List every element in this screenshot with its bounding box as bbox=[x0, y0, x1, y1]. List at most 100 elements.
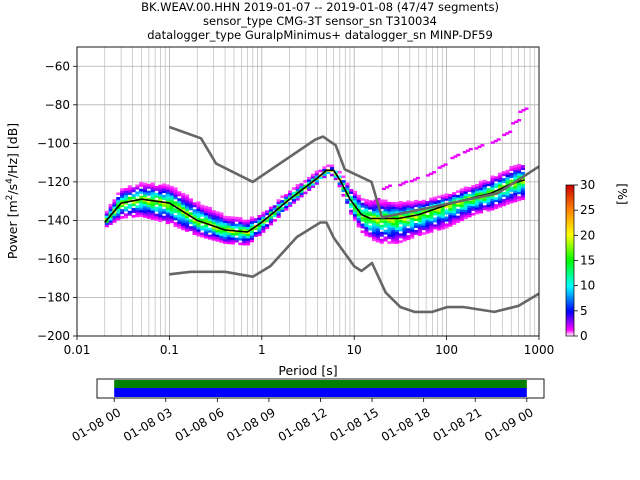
density-cell bbox=[207, 230, 212, 233]
density-cell bbox=[246, 226, 251, 230]
density-cell bbox=[352, 199, 358, 203]
density-cell bbox=[490, 205, 495, 209]
density-cell bbox=[375, 209, 380, 213]
density-cell bbox=[364, 217, 369, 221]
density-cell bbox=[154, 216, 159, 219]
density-cell bbox=[219, 219, 224, 222]
density-cell bbox=[139, 214, 144, 217]
density-cell bbox=[135, 186, 140, 190]
density-cell bbox=[513, 171, 518, 175]
density-cell bbox=[272, 214, 277, 218]
density-cell bbox=[356, 194, 361, 198]
plot-frame bbox=[76, 46, 540, 337]
density-cell bbox=[520, 185, 525, 189]
density-cell bbox=[226, 218, 232, 222]
density-cell bbox=[120, 192, 125, 196]
density-cell bbox=[475, 209, 480, 213]
density-cell bbox=[394, 201, 400, 205]
density-cell bbox=[478, 192, 483, 195]
density-cell bbox=[486, 206, 491, 210]
density-cell bbox=[112, 210, 117, 214]
density-cell bbox=[402, 236, 407, 240]
density-cell bbox=[204, 226, 209, 230]
density-cell bbox=[517, 173, 522, 176]
density-cell bbox=[200, 214, 205, 217]
density-cell bbox=[509, 166, 514, 169]
density-cell bbox=[108, 215, 113, 219]
density-cell bbox=[394, 222, 400, 226]
colorbar-ticks: 0 5 10 15 20 25 30 bbox=[574, 178, 595, 343]
density-cell bbox=[234, 216, 239, 220]
density-cell bbox=[196, 203, 201, 207]
density-cell bbox=[364, 199, 369, 202]
density-cell bbox=[490, 200, 495, 204]
density-cell bbox=[223, 231, 228, 235]
density-cell bbox=[204, 212, 209, 216]
density-cell bbox=[520, 167, 525, 170]
density-cell bbox=[391, 204, 396, 207]
density-cell bbox=[276, 210, 281, 214]
density-cell bbox=[364, 208, 369, 211]
density-cell bbox=[184, 208, 190, 212]
density-cell bbox=[391, 218, 396, 221]
density-cell bbox=[196, 215, 201, 218]
density-cell bbox=[268, 218, 274, 221]
density-cell bbox=[177, 212, 182, 215]
density-cell bbox=[452, 217, 457, 221]
density-cell bbox=[146, 202, 151, 205]
density-cell bbox=[440, 222, 445, 225]
density-cell bbox=[211, 226, 216, 230]
density-cell bbox=[142, 210, 148, 214]
density-cell bbox=[475, 190, 480, 194]
density-cell bbox=[356, 206, 361, 209]
density-cell bbox=[402, 225, 407, 228]
chart-title: BK.WEAV.00.HHN 2019-01-07 -- 2019-01-08 … bbox=[0, 0, 640, 43]
density-cell bbox=[169, 199, 174, 203]
density-cell bbox=[394, 204, 400, 207]
density-cell bbox=[406, 200, 411, 204]
density-cell bbox=[238, 235, 243, 239]
density-cell bbox=[265, 210, 270, 213]
density-cell bbox=[482, 189, 487, 192]
density-cell bbox=[303, 191, 308, 195]
density-cell bbox=[520, 165, 525, 168]
density-cell bbox=[486, 181, 491, 184]
density-cell bbox=[436, 209, 442, 213]
density-cell bbox=[394, 218, 400, 221]
density-cell bbox=[249, 225, 254, 229]
density-cell bbox=[226, 241, 232, 245]
density-cell bbox=[169, 202, 174, 205]
density-cell bbox=[463, 200, 468, 204]
density-cell bbox=[173, 187, 178, 191]
density-cell bbox=[372, 215, 377, 218]
density-cell bbox=[139, 202, 144, 206]
density-cell bbox=[352, 193, 358, 196]
density-cell bbox=[127, 196, 132, 200]
density-cell bbox=[276, 201, 281, 205]
density-cell bbox=[486, 183, 491, 187]
density-cell bbox=[142, 187, 148, 191]
density-cell bbox=[413, 232, 419, 235]
density-cell bbox=[188, 205, 193, 208]
outlier-cell bbox=[373, 199, 378, 202]
density-cell bbox=[162, 211, 167, 214]
density-cell bbox=[341, 189, 346, 192]
density-cell bbox=[211, 217, 216, 220]
density-cell bbox=[230, 230, 235, 233]
density-cell bbox=[505, 190, 510, 194]
density-cell bbox=[204, 217, 209, 221]
density-cell bbox=[169, 185, 174, 189]
density-cell bbox=[330, 166, 335, 170]
density-cell bbox=[455, 211, 461, 214]
density-cell bbox=[517, 170, 522, 174]
density-cell bbox=[142, 215, 148, 218]
density-cell bbox=[372, 208, 377, 212]
density-cell bbox=[490, 187, 495, 190]
density-cell bbox=[230, 216, 235, 220]
density-cell bbox=[490, 180, 495, 183]
density-cell bbox=[204, 210, 209, 214]
density-cell bbox=[448, 210, 453, 213]
density-cell bbox=[303, 184, 308, 188]
density-cell bbox=[513, 178, 518, 182]
density-cell bbox=[249, 230, 254, 234]
